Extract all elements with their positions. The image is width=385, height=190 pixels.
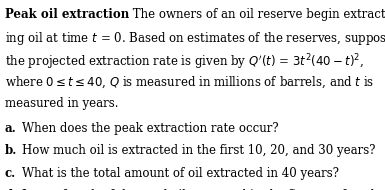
Text: How much oil is extracted in the first 10, 20, and 30 years?: How much oil is extracted in the first 1… <box>22 144 376 157</box>
Text: ing oil at time $t$ = 0. Based on estimates of the reserves, suppose: ing oil at time $t$ = 0. Based on estima… <box>5 30 385 47</box>
Text: where $0 \leq t \leq 40$, $Q$ is measured in millions of barrels, and $t$ is: where $0 \leq t \leq 40$, $Q$ is measure… <box>5 75 374 90</box>
Text: Is one-fourth of the total oil extracted in the first one-fourth of: Is one-fourth of the total oil extracted… <box>22 189 385 190</box>
Text: The owners of an oil reserve begin extract-: The owners of an oil reserve begin extra… <box>129 8 385 21</box>
Text: c.: c. <box>5 167 16 180</box>
Text: Peak oil extraction: Peak oil extraction <box>5 8 129 21</box>
Text: d.: d. <box>5 189 17 190</box>
Text: the projected extraction rate is given by $Q'(t)$ = $3t^2(40-t)^2$,: the projected extraction rate is given b… <box>5 52 364 72</box>
Text: a.: a. <box>5 122 17 135</box>
Text: What is the total amount of oil extracted in 40 years?: What is the total amount of oil extracte… <box>22 167 339 180</box>
Text: b.: b. <box>5 144 17 157</box>
Text: measured in years.: measured in years. <box>5 97 118 110</box>
Text: When does the peak extraction rate occur?: When does the peak extraction rate occur… <box>22 122 279 135</box>
